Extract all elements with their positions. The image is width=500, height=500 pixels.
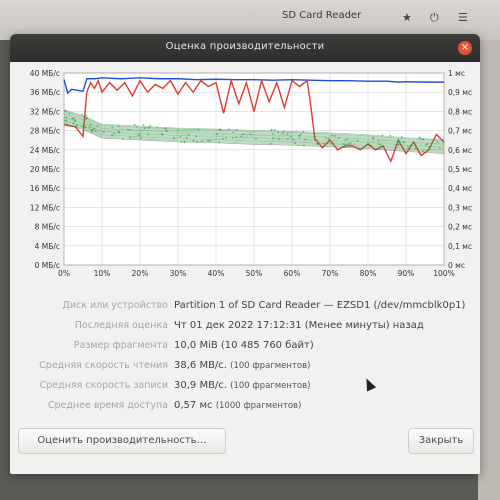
- info-label: Последняя оценка: [74, 320, 168, 331]
- y-left-tick-label: 32 МБ/с: [30, 107, 60, 116]
- info-note: (100 фрагментов): [230, 361, 311, 371]
- x-tick-label: 50%: [246, 269, 263, 278]
- close-icon[interactable]: ×: [458, 41, 472, 55]
- info-row-access-time: Среднее время доступа 0,57 мс (1000 фраг…: [10, 400, 480, 418]
- y-left-tick-label: 40 МБ/с: [30, 69, 60, 78]
- y-left-tick-label: 20 МБ/с: [30, 165, 60, 174]
- info-value: 38,6 MB/c.: [174, 360, 227, 371]
- write-rate-line: [63, 119, 445, 150]
- write-rate-point: [270, 128, 273, 131]
- info-value: 10,0 MiB (10 485 760 байт): [174, 340, 314, 351]
- info-value-wrap: 38,6 MB/c. (100 фрагментов): [174, 360, 310, 371]
- x-tick-label: 90%: [398, 269, 415, 278]
- info-value: Чт 01 дек 2022 17:12:31 (Менее минуты) н…: [174, 320, 424, 331]
- y-right-tick-label: 0,3 мс: [448, 203, 472, 212]
- info-value: 30,9 MB/c.: [174, 380, 227, 391]
- write-rate-line: [63, 114, 445, 146]
- info-value-wrap: 0,57 мс (1000 фрагментов): [174, 400, 301, 411]
- info-row-last-benchmark: Последняя оценка Чт 01 дек 2022 17:12:31…: [10, 320, 480, 338]
- info-row-write-rate: Средняя скорость записи 30,9 MB/c. (100 …: [10, 380, 480, 398]
- write-rate-point: [142, 124, 145, 127]
- x-tick-label: 10%: [94, 269, 111, 278]
- benchmark-dialog: Оценка производительности × 0 МБ/с 4 МБ/с…: [10, 34, 480, 474]
- x-tick-label: 20%: [132, 269, 149, 278]
- info-label: Средняя скорость чтения: [39, 360, 168, 371]
- y-right-tick-label: 0,1 мс: [448, 242, 472, 251]
- y-left-tick-label: 12 МБ/с: [30, 203, 60, 212]
- x-tick-label: 60%: [284, 269, 301, 278]
- y-right-tick-label: 0,6 мс: [448, 146, 472, 155]
- start-benchmark-button[interactable]: Оценить производительность…: [18, 428, 226, 454]
- write-rate-line: [63, 123, 445, 154]
- y-left-tick-label: 16 МБ/с: [30, 184, 60, 193]
- write-rate-line: [63, 117, 445, 149]
- y-left-tick-label: 8 МБ/с: [35, 223, 60, 232]
- star-icon[interactable]: ★: [402, 11, 412, 24]
- y-left-tick-label: 28 МБ/с: [30, 127, 60, 136]
- write-rate-point: [133, 124, 136, 126]
- y-right-tick-label: 0,4 мс: [448, 184, 472, 193]
- write-rate-line: [63, 111, 445, 143]
- info-label: Средняя скорость записи: [39, 380, 168, 391]
- x-tick-label: 70%: [322, 269, 339, 278]
- write-rate-point: [273, 128, 276, 131]
- x-tick-label: 30%: [170, 269, 187, 278]
- y-left-tick-label: 36 МБ/с: [30, 88, 60, 97]
- parent-window-title: SD Card Reader: [282, 10, 362, 21]
- info-label: Размер фрагмента: [73, 340, 168, 351]
- y-right-tick-label: 0,5 мс: [448, 165, 472, 174]
- dialog-titlebar: Оценка производительности ×: [10, 34, 480, 62]
- y-left-tick-label: 0 МБ/с: [35, 261, 60, 270]
- benchmark-chart: 0 МБ/с 4 МБ/с 8 МБ/с 12 МБ/с 16 МБ/с 20 МБ/с 2…: [16, 67, 476, 285]
- info-note: (100 фрагментов): [230, 381, 311, 391]
- y-left-tick-label: 4 МБ/с: [35, 242, 60, 251]
- write-rate-line: [63, 115, 445, 147]
- write-rate-point: [418, 136, 421, 139]
- parent-window-header: SD Card Reader ★ ⏻ ☰: [0, 0, 500, 40]
- info-label: Среднее время доступа: [47, 400, 168, 411]
- write-rate-point: [85, 115, 88, 117]
- info-note: (1000 фрагментов): [215, 401, 302, 411]
- info-row-read-rate: Средняя скорость чтения 38,6 MB/c. (100 …: [10, 360, 480, 378]
- write-rate-line: [63, 113, 445, 145]
- write-rate-line: [63, 122, 445, 153]
- x-tick-label: 100%: [433, 269, 454, 278]
- read-rate-line: [63, 77, 444, 95]
- y-left-tick-label: 24 МБ/с: [30, 146, 60, 155]
- x-tick-label: 40%: [208, 269, 225, 278]
- info-value-wrap: 30,9 MB/c. (100 фрагментов): [174, 380, 310, 391]
- write-rate-line: [63, 121, 445, 152]
- write-rate-line: [63, 109, 445, 140]
- dialog-title: Оценка производительности: [165, 41, 325, 52]
- info-label: Диск или устройство: [62, 300, 168, 311]
- write-rate-line: [63, 116, 445, 148]
- menu-icon[interactable]: ☰: [458, 11, 468, 24]
- power-icon[interactable]: ⏻: [430, 11, 439, 24]
- info-row-chunk-size: Размер фрагмента 10,0 MiB (10 485 760 ба…: [10, 340, 480, 358]
- y-right-tick-label: 0,2 мс: [448, 223, 472, 232]
- y-right-tick-label: 1 мс: [448, 69, 465, 78]
- x-tick-label: 0%: [58, 269, 70, 278]
- benchmark-chart-svg: 0 МБ/с 4 МБ/с 8 МБ/с 12 МБ/с 16 МБ/с 20 МБ/с 2…: [30, 69, 472, 278]
- write-rate-line: [63, 110, 445, 142]
- y-right-tick-label: 0,8 мс: [448, 107, 472, 116]
- close-button[interactable]: Закрыть: [408, 428, 474, 454]
- x-tick-label: 80%: [360, 269, 377, 278]
- y-right-tick-label: 0 мс: [448, 261, 465, 270]
- write-rate-line: [63, 112, 445, 144]
- y-right-tick-label: 0,9 мс: [448, 88, 472, 97]
- info-row-device: Диск или устройство Partition 1 of SD Ca…: [10, 300, 480, 318]
- info-value: 0,57 мс: [174, 400, 213, 411]
- info-value: Partition 1 of SD Card Reader — EZSD1 (/…: [174, 300, 466, 311]
- parent-window-edge: [478, 40, 500, 500]
- y-right-tick-label: 0,7 мс: [448, 127, 472, 136]
- write-rate-line: [63, 120, 445, 151]
